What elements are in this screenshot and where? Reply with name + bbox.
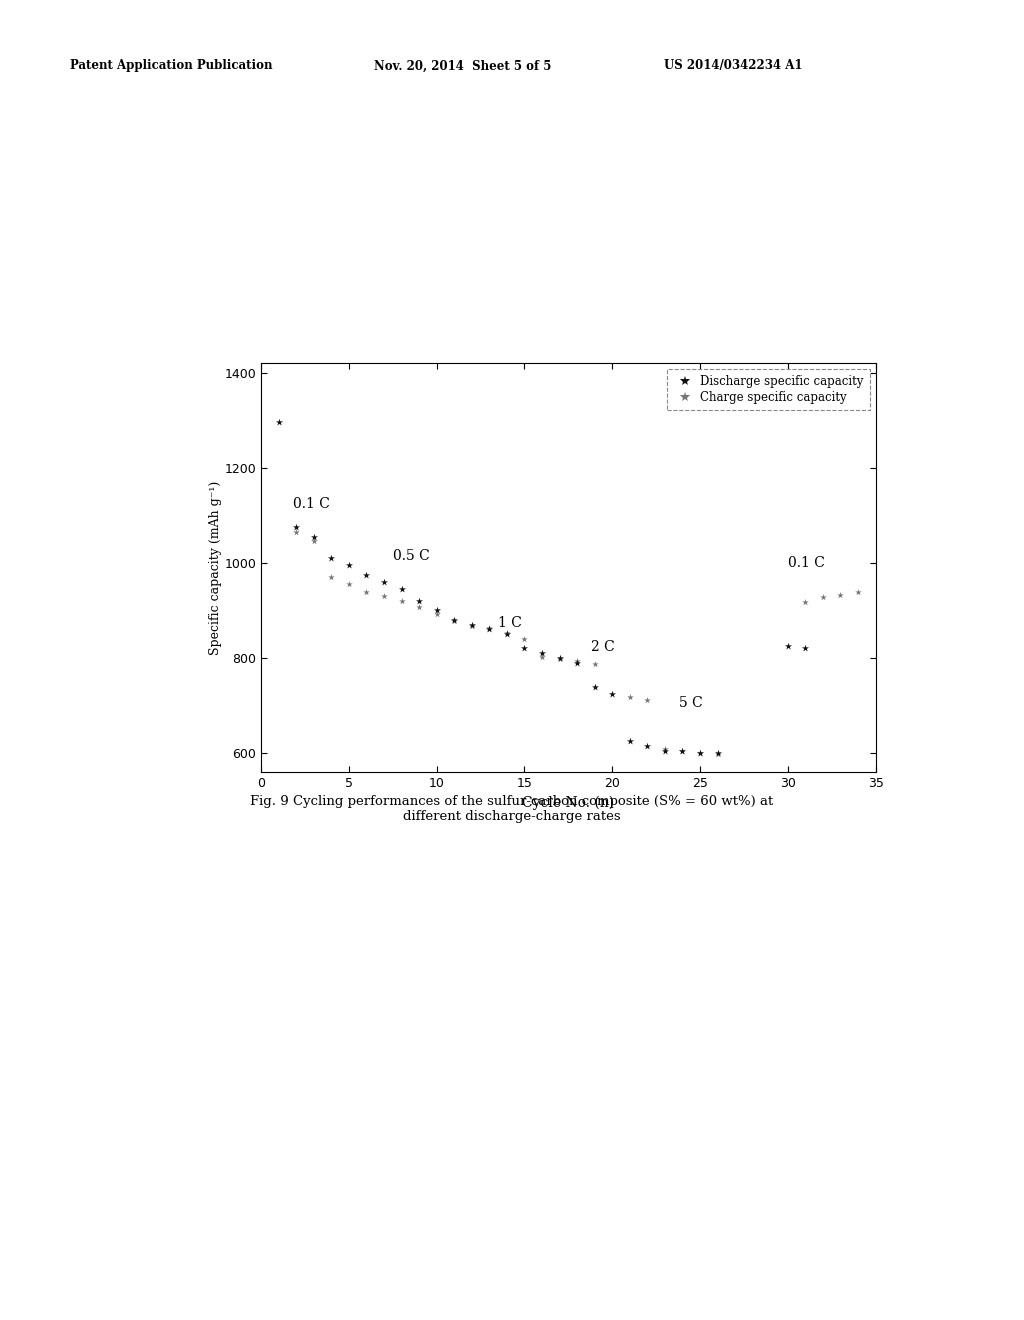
Text: 5 C: 5 C xyxy=(679,697,702,710)
Text: Fig. 9 Cycling performances of the sulfur-carbon composite (S% = 60 wt%) at
diff: Fig. 9 Cycling performances of the sulfu… xyxy=(251,795,773,822)
Point xyxy=(674,741,690,762)
Point xyxy=(411,597,427,618)
Point xyxy=(428,603,444,624)
Point xyxy=(376,586,392,607)
Point xyxy=(656,741,673,762)
Text: 0.5 C: 0.5 C xyxy=(393,549,429,562)
Point xyxy=(428,599,444,620)
Point xyxy=(341,554,357,576)
Point xyxy=(674,741,690,762)
Point xyxy=(692,743,709,764)
Point xyxy=(288,516,304,537)
Point xyxy=(358,564,375,585)
Point xyxy=(446,610,463,631)
X-axis label: Cycle No. (n): Cycle No. (n) xyxy=(522,796,614,810)
Point xyxy=(376,572,392,593)
Y-axis label: Specific capacity (mAh g⁻¹): Specific capacity (mAh g⁻¹) xyxy=(209,480,221,655)
Text: Patent Application Publication: Patent Application Publication xyxy=(70,59,272,73)
Point xyxy=(797,638,813,659)
Point xyxy=(358,582,375,603)
Point xyxy=(446,610,463,631)
Point xyxy=(324,548,340,569)
Point xyxy=(587,653,603,675)
Text: 0.1 C: 0.1 C xyxy=(787,556,824,570)
Point xyxy=(815,586,831,607)
Point xyxy=(622,686,638,708)
Point xyxy=(656,739,673,760)
Point xyxy=(833,585,849,606)
Legend: Discharge specific capacity, Charge specific capacity: Discharge specific capacity, Charge spec… xyxy=(668,368,869,411)
Point xyxy=(464,614,480,635)
Point xyxy=(516,628,532,649)
Point xyxy=(710,743,726,764)
Point xyxy=(324,566,340,587)
Point xyxy=(604,684,621,705)
Point xyxy=(393,578,410,599)
Text: 0.1 C: 0.1 C xyxy=(293,498,330,511)
Point xyxy=(464,615,480,636)
Point xyxy=(551,648,567,669)
Point xyxy=(305,531,322,552)
Point xyxy=(270,412,287,433)
Point xyxy=(622,731,638,752)
Text: Nov. 20, 2014  Sheet 5 of 5: Nov. 20, 2014 Sheet 5 of 5 xyxy=(374,59,551,73)
Point xyxy=(639,735,655,756)
Point xyxy=(534,643,550,664)
Point xyxy=(481,619,498,640)
Point xyxy=(305,527,322,548)
Point xyxy=(587,676,603,697)
Point xyxy=(499,623,515,644)
Point xyxy=(534,645,550,667)
Point xyxy=(569,651,586,672)
Point xyxy=(710,743,726,764)
Point xyxy=(797,591,813,612)
Point xyxy=(393,590,410,611)
Point xyxy=(569,652,586,673)
Point xyxy=(779,635,796,656)
Text: 2 C: 2 C xyxy=(591,640,614,655)
Text: 1 C: 1 C xyxy=(498,616,522,631)
Point xyxy=(692,743,709,764)
Point xyxy=(481,618,498,639)
Point xyxy=(411,590,427,611)
Point xyxy=(499,623,515,644)
Point xyxy=(516,638,532,659)
Text: US 2014/0342234 A1: US 2014/0342234 A1 xyxy=(664,59,802,73)
Point xyxy=(639,689,655,710)
Point xyxy=(551,647,567,668)
Point xyxy=(850,582,866,603)
Point xyxy=(288,521,304,543)
Point xyxy=(341,574,357,595)
